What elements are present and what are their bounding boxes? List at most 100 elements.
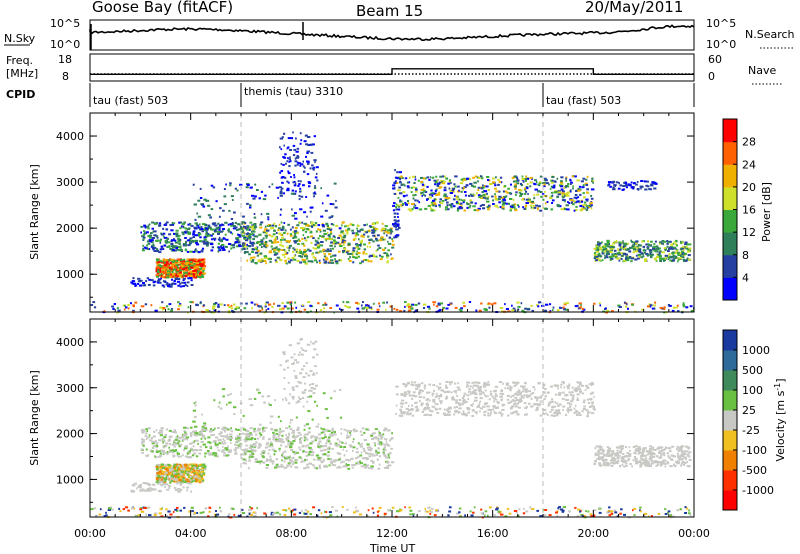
data-point: [664, 257, 667, 260]
data-point: [414, 175, 416, 178]
data-point: [287, 172, 291, 175]
data-point: [186, 480, 191, 483]
data-point: [144, 232, 147, 235]
data-point: [210, 434, 214, 437]
data-point: [373, 229, 377, 232]
data-point: [428, 399, 431, 402]
data-point: [200, 228, 204, 230]
data-point: [199, 187, 202, 190]
data-point: [183, 469, 186, 472]
data-point: [179, 263, 182, 266]
data-point: [432, 202, 436, 205]
data-point: [152, 430, 156, 433]
data-point: [201, 477, 204, 480]
data-point: [164, 444, 168, 447]
data-point: [449, 189, 453, 192]
data-point: [436, 193, 441, 196]
data-point: [648, 244, 652, 247]
data-point: [227, 428, 229, 431]
data-point: [246, 225, 250, 228]
data-point: [158, 471, 162, 474]
data-point: [622, 252, 626, 255]
data-point: [148, 239, 151, 241]
data-point: [289, 455, 291, 458]
data-point: [330, 462, 333, 465]
data-point: [582, 204, 587, 207]
data-point: [677, 260, 679, 263]
data-point: [401, 399, 405, 402]
data-point: [208, 453, 212, 456]
data-point: [326, 228, 330, 230]
data-point: [586, 188, 589, 191]
data-point: [236, 446, 240, 449]
data-point: [356, 461, 359, 464]
data-point: [170, 268, 174, 270]
data-point: [376, 234, 380, 237]
data-point: [641, 252, 644, 255]
data-point: [269, 460, 274, 463]
data-point: [476, 176, 479, 179]
data-point: [314, 257, 317, 260]
data-point: [220, 247, 224, 249]
data-point: [178, 272, 182, 274]
data-point: [164, 266, 168, 269]
data-point: [153, 234, 157, 237]
data-point: [171, 264, 174, 267]
data-point: [306, 162, 310, 165]
data-point: [327, 261, 331, 264]
data-point: [362, 251, 366, 254]
data-point: [272, 436, 276, 439]
data-point: [165, 283, 170, 286]
data-point: [306, 150, 310, 153]
data-point: [176, 470, 180, 473]
data-point: [525, 198, 529, 201]
data-point: [325, 258, 329, 261]
data-point: [407, 202, 410, 205]
data-point: [237, 437, 241, 440]
data-point: [159, 431, 163, 434]
data-point: [632, 241, 635, 244]
data-point: [279, 192, 283, 195]
data-point: [290, 301, 292, 304]
data-point: [540, 191, 543, 193]
data-point: [601, 246, 604, 249]
data-point: [482, 194, 486, 197]
data-point: [559, 307, 563, 309]
data-point: [468, 206, 471, 209]
data-point: [329, 232, 333, 235]
data-point: [167, 439, 171, 442]
data-point: [470, 201, 474, 204]
data-point: [392, 204, 395, 207]
data-point: [279, 440, 283, 443]
data-point: [319, 309, 323, 312]
data-point: [682, 303, 685, 306]
data-point: [191, 263, 194, 266]
data-point: [266, 458, 268, 461]
data-point: [318, 259, 321, 262]
data-point: [324, 302, 327, 305]
data-point: [196, 212, 199, 215]
data-point: [679, 257, 683, 260]
data-point: [356, 244, 359, 247]
data-point: [402, 202, 404, 205]
data-point: [217, 231, 221, 233]
data-point: [472, 194, 476, 197]
data-point: [352, 261, 355, 264]
data-point: [323, 255, 327, 258]
data-point: [572, 187, 574, 190]
data-point: [147, 489, 149, 492]
data-point: [529, 181, 533, 184]
data-point: [174, 489, 179, 492]
data-point: [281, 453, 284, 456]
data-point: [145, 247, 148, 250]
data-point: [178, 455, 181, 458]
data-point: [463, 209, 466, 212]
data-point: [188, 270, 192, 273]
range-tick-label: 3000: [56, 176, 84, 189]
data-point: [168, 429, 172, 432]
data-point: [202, 463, 206, 466]
data-point: [272, 241, 277, 244]
data-point: [462, 301, 466, 304]
data-point: [244, 429, 249, 432]
data-point: [288, 249, 290, 252]
